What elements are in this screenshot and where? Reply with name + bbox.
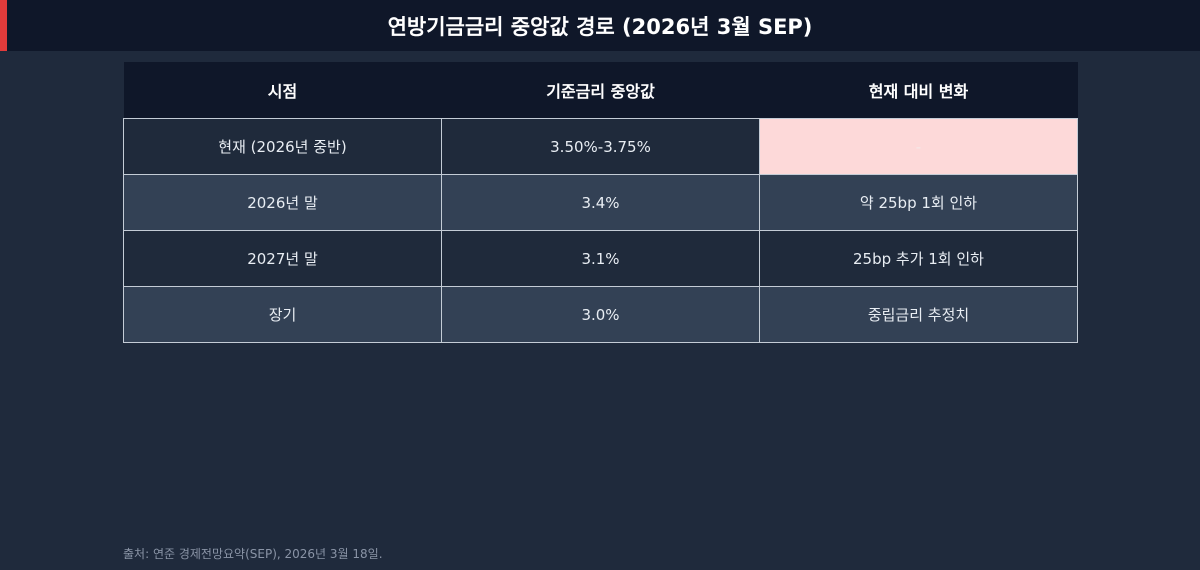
- page-title: 연방기금금리 중앙값 경로 (2026년 3월 SEP): [387, 15, 813, 39]
- cell: 3.4%: [441, 174, 760, 231]
- cell: 3.50%-3.75%: [441, 118, 760, 175]
- rate-table: 시점 기준금리 중앙값 현재 대비 변화 현재 (2026년 중반) 3.50%…: [123, 62, 1078, 343]
- title-bar: [0, 0, 1200, 51]
- table-row: 2026년 말 3.4% 약 25bp 1회 인하: [123, 174, 1078, 231]
- source-note: 출처: 연준 경제전망요약(SEP), 2026년 3월 18일.: [123, 547, 383, 561]
- cell: 2027년 말: [123, 230, 442, 287]
- column-header: 현재 대비 변화: [759, 62, 1078, 119]
- column-header: 기준금리 중앙값: [441, 62, 760, 119]
- table-row: 현재 (2026년 중반) 3.50%-3.75% -: [123, 118, 1078, 175]
- cell: 장기: [123, 286, 442, 343]
- header-row: 시점 기준금리 중앙값 현재 대비 변화: [123, 62, 1078, 119]
- highlight-cell: -: [759, 118, 1078, 175]
- cell: 약 25bp 1회 인하: [759, 174, 1078, 231]
- cell: 3.1%: [441, 230, 760, 287]
- cell: 3.0%: [441, 286, 760, 343]
- cell: 25bp 추가 1회 인하: [759, 230, 1078, 287]
- cell: 현재 (2026년 중반): [123, 118, 442, 175]
- cell: 중립금리 추정치: [759, 286, 1078, 343]
- accent-bar: [0, 0, 7, 51]
- cell: 2026년 말: [123, 174, 442, 231]
- column-header: 시점: [123, 62, 442, 119]
- table-row: 장기 3.0% 중립금리 추정치: [123, 286, 1078, 343]
- table-row: 2027년 말 3.1% 25bp 추가 1회 인하: [123, 230, 1078, 287]
